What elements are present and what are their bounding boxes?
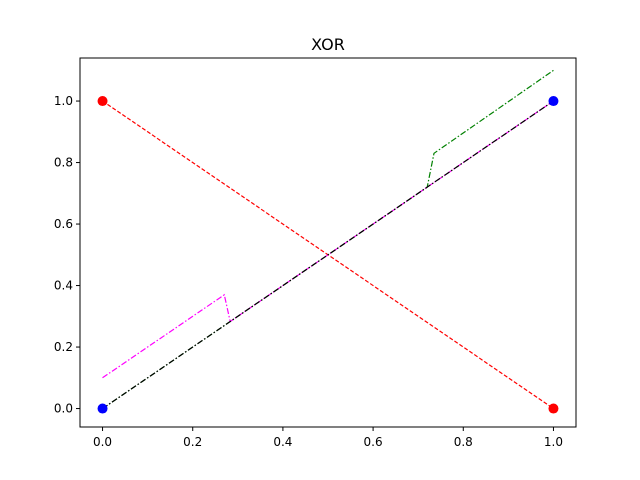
data-point-3 <box>548 403 559 414</box>
data-point-2 <box>97 96 108 107</box>
x-tick-label: 0.8 <box>454 435 473 449</box>
x-tick-label: 0.0 <box>93 435 112 449</box>
y-tick-label: 0.8 <box>54 156 73 170</box>
y-tick-label: 1.0 <box>54 94 73 108</box>
series-line-3 <box>102 100 554 410</box>
plot-area: 0.0 0.2 0.4 0.6 0.8 1.0 0.0 0.2 0.4 0.6 0.8 1.0 <box>54 69 563 449</box>
x-tick-label: 1.0 <box>544 435 563 449</box>
chart-title: XOR <box>311 35 345 54</box>
x-tick-label: 0.4 <box>273 435 292 449</box>
data-point-0 <box>97 403 108 414</box>
x-tick-label: 0.6 <box>364 435 383 449</box>
data-point-1 <box>548 96 559 107</box>
y-tick-label: 0.0 <box>54 402 73 416</box>
y-tick-label: 0.2 <box>54 340 73 354</box>
y-tick-label: 0.6 <box>54 217 73 231</box>
y-tick-label: 0.4 <box>54 279 73 293</box>
x-tick-label: 0.2 <box>183 435 202 449</box>
axes-frame <box>79 57 577 428</box>
